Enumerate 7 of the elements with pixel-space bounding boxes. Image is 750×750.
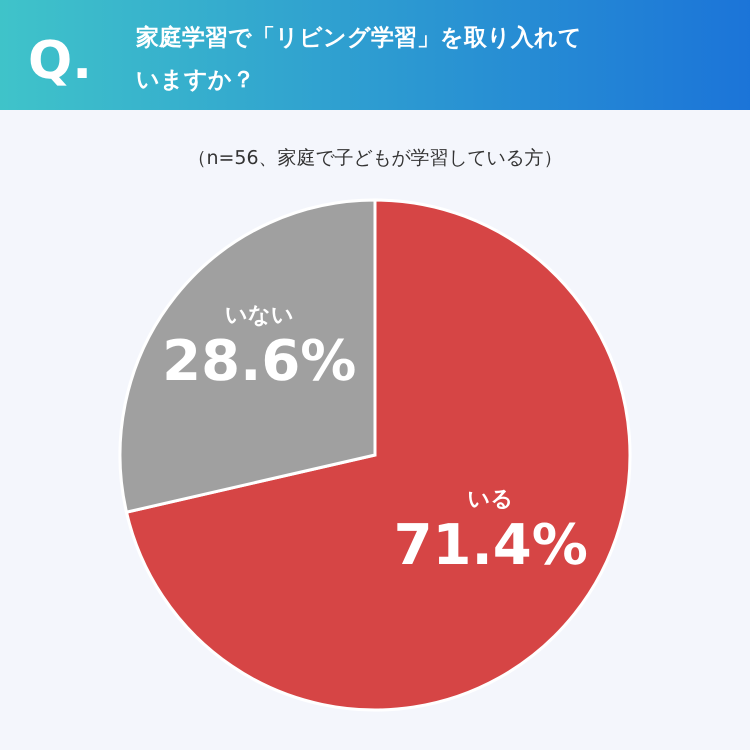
data-label: 28.6% <box>162 328 356 394</box>
slice-label: いる <box>468 487 514 512</box>
chart-title: 家庭学習で「リビング学習」を取り入れていますか？ <box>135 24 582 93</box>
slice-label: いない <box>224 302 294 328</box>
data-label: 71.4% <box>394 513 588 578</box>
text: Q. <box>28 31 92 91</box>
chart-subtitle: （n=56、家庭で子どもが学習している方） <box>187 147 563 169</box>
